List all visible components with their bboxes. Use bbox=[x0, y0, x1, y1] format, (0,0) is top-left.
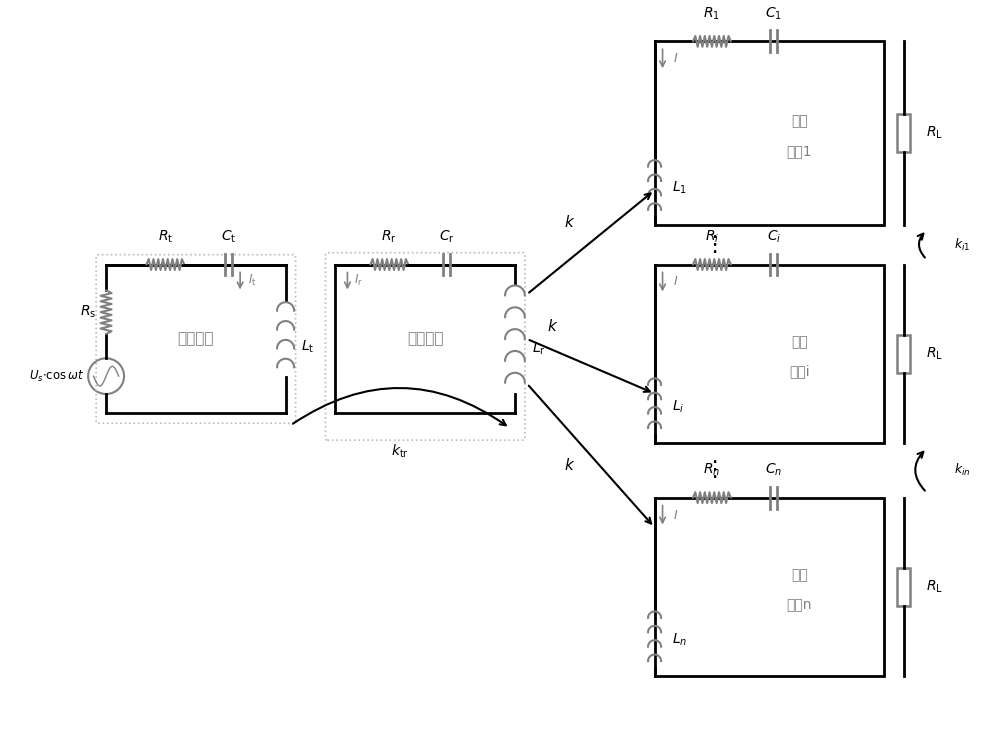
Text: $C_i$: $C_i$ bbox=[767, 229, 781, 245]
Text: $I$: $I$ bbox=[673, 509, 678, 521]
Bar bbox=[897, 335, 910, 373]
Text: 线圈1: 线圈1 bbox=[786, 144, 812, 158]
Text: $C_\mathrm{t}$: $C_\mathrm{t}$ bbox=[221, 229, 236, 245]
Text: $L_\mathrm{r}$: $L_\mathrm{r}$ bbox=[532, 341, 546, 357]
Bar bbox=[897, 114, 910, 152]
Text: $R_i$: $R_i$ bbox=[705, 229, 719, 245]
Text: $R_n$: $R_n$ bbox=[703, 462, 720, 478]
Text: $I_\mathrm{r}$: $I_\mathrm{r}$ bbox=[354, 273, 363, 288]
Text: 发射线圈: 发射线圈 bbox=[178, 332, 214, 347]
Text: $R_\mathrm{s}$: $R_\mathrm{s}$ bbox=[80, 304, 96, 320]
Bar bbox=[655, 264, 884, 443]
Text: $I$: $I$ bbox=[673, 52, 678, 65]
Text: $k_{in}$: $k_{in}$ bbox=[954, 462, 970, 478]
Text: $L_n$: $L_n$ bbox=[672, 631, 687, 648]
Text: 线圈i: 线圈i bbox=[789, 365, 809, 379]
Bar bbox=[655, 41, 884, 225]
Text: $R_1$: $R_1$ bbox=[703, 5, 720, 22]
Text: 圈圈n: 圈圈n bbox=[786, 598, 812, 612]
Text: 中继线圈: 中继线圈 bbox=[407, 332, 443, 347]
Text: $R_\mathrm{r}$: $R_\mathrm{r}$ bbox=[381, 229, 397, 245]
Text: $L_1$: $L_1$ bbox=[672, 180, 687, 196]
Text: $k_\mathrm{tr}$: $k_\mathrm{tr}$ bbox=[391, 442, 409, 459]
Text: $I$: $I$ bbox=[673, 276, 678, 288]
Text: ⋮: ⋮ bbox=[703, 235, 726, 255]
Text: 接收: 接收 bbox=[791, 568, 808, 582]
Text: $C_\mathrm{r}$: $C_\mathrm{r}$ bbox=[439, 229, 455, 245]
Text: $C_n$: $C_n$ bbox=[765, 462, 782, 478]
Text: $R_\mathrm{L}$: $R_\mathrm{L}$ bbox=[926, 579, 943, 595]
Text: $R_\mathrm{L}$: $R_\mathrm{L}$ bbox=[926, 346, 943, 362]
Text: $k$: $k$ bbox=[564, 214, 575, 230]
Text: $L_\mathrm{t}$: $L_\mathrm{t}$ bbox=[301, 338, 314, 355]
Text: $k_{i1}$: $k_{i1}$ bbox=[954, 237, 970, 252]
Bar bbox=[655, 498, 884, 676]
Text: $R_\mathrm{t}$: $R_\mathrm{t}$ bbox=[158, 229, 173, 245]
Text: 接收: 接收 bbox=[791, 335, 808, 349]
Text: 接收: 接收 bbox=[791, 114, 808, 128]
Text: $k$: $k$ bbox=[564, 457, 575, 474]
Text: $L_i$: $L_i$ bbox=[672, 398, 684, 415]
Text: $k$: $k$ bbox=[547, 318, 559, 334]
Text: ⋮: ⋮ bbox=[703, 460, 726, 480]
Text: $U_s{\cdot}\cos\omega t$: $U_s{\cdot}\cos\omega t$ bbox=[29, 368, 84, 384]
Text: $I_\mathrm{t}$: $I_\mathrm{t}$ bbox=[248, 273, 257, 288]
Text: $C_1$: $C_1$ bbox=[765, 5, 782, 22]
Bar bbox=[897, 568, 910, 606]
Text: $R_\mathrm{L}$: $R_\mathrm{L}$ bbox=[926, 125, 943, 141]
